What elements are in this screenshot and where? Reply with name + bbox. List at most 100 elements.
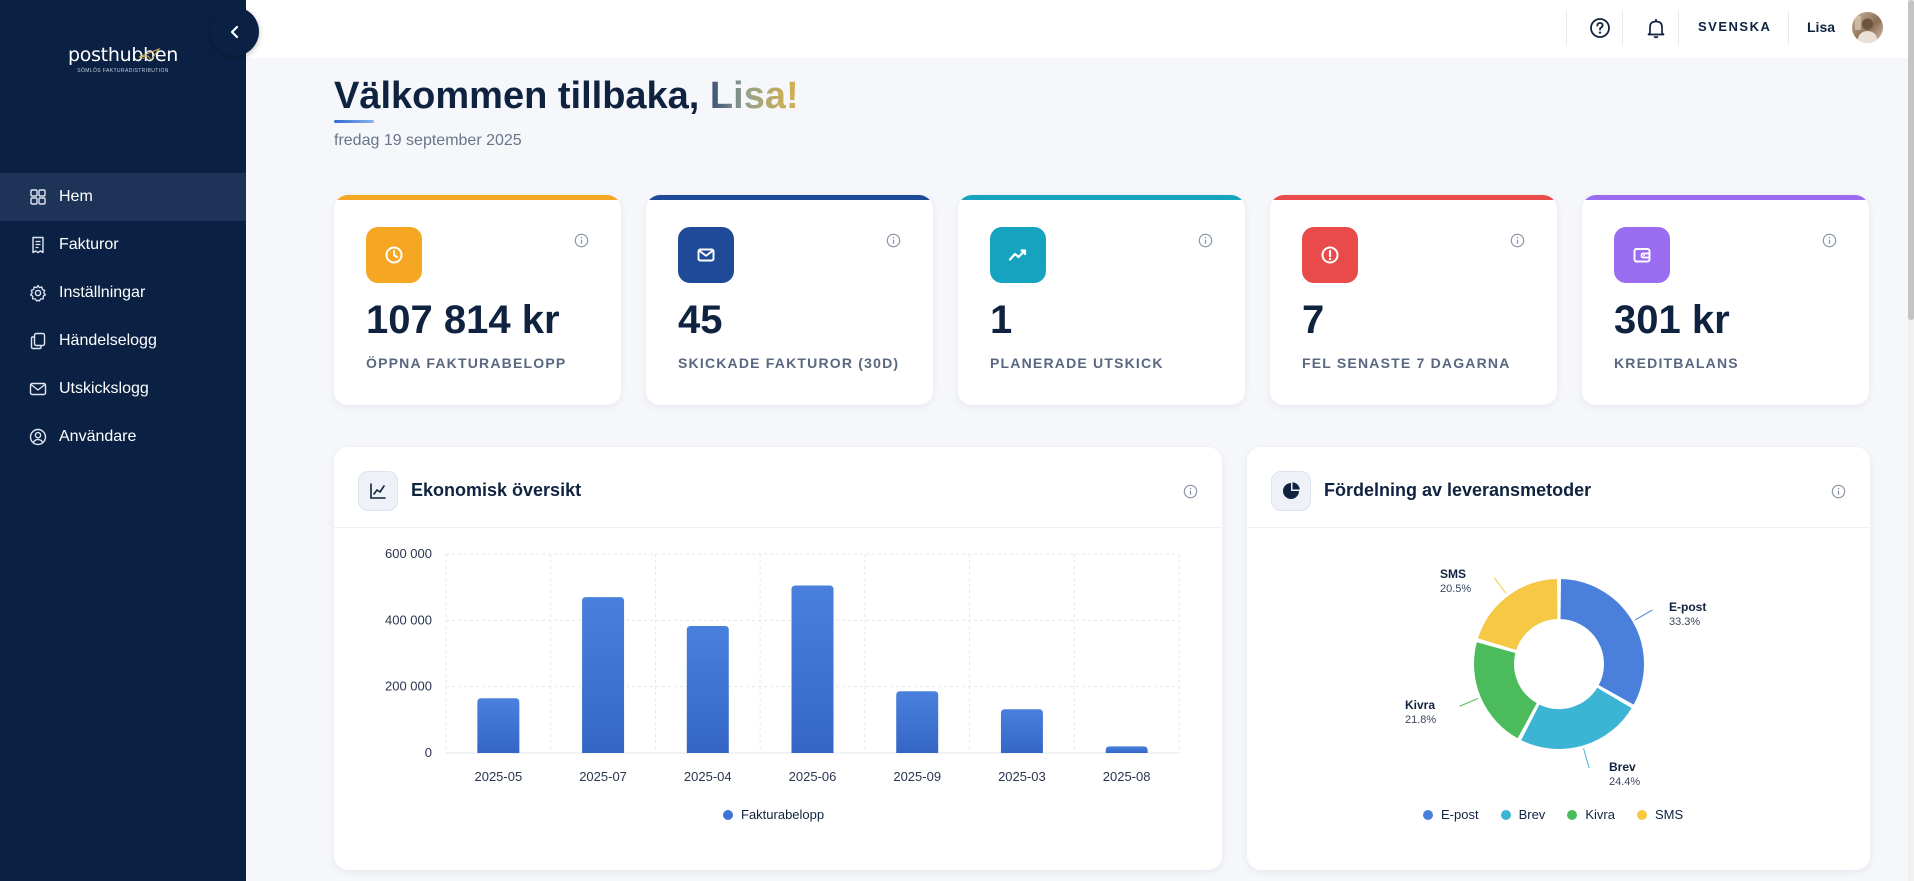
stat-card-open-invoices[interactable]: 107 814 kr ÖPPNA FAKTURABELOPP [334,195,621,405]
info-icon[interactable] [574,233,589,253]
sidebar-item-label: Utskickslogg [59,380,149,397]
slice-percent-label: 21.8% [1405,714,1436,726]
sidebar-item-hem[interactable]: Hem [0,173,246,221]
stat-value: 7 [1302,298,1325,342]
bar-chart-legend: Fakturabelopp [723,807,824,822]
avatar[interactable] [1852,12,1883,43]
user-icon [28,427,48,447]
legend-label: Brev [1518,807,1546,822]
sidebar-item-utskickslogg[interactable]: Utskickslogg [0,365,246,413]
slice-name-label: SMS [1440,567,1466,581]
info-icon[interactable] [1831,484,1846,504]
legend-label: E-post [1441,807,1479,822]
stat-value: 1 [990,298,1013,342]
legend-item-sms[interactable]: SMS [1636,807,1684,822]
donut-chart-legend: E-post Brev Kivra SMS [1423,807,1683,822]
legend-label: Kivra [1585,807,1615,822]
info-icon[interactable] [1198,233,1213,253]
slice-name-label: Kivra [1405,698,1435,712]
stat-value: 107 814 kr [366,298,560,342]
sidebar-item-fakturor[interactable]: Fakturor [0,221,246,269]
alert-icon [1302,227,1358,283]
legend-label: Fakturabelopp [741,807,825,822]
slice-name-label: Brev [1609,760,1636,774]
posthubben-logo[interactable]: posthubben SÖMLÖS FAKTURADISTRIBUTION [0,44,246,74]
copy-icon [28,331,48,351]
clock-icon [366,227,422,283]
bar-2025-04 [686,625,729,753]
y-tick-label: 0 [425,745,432,760]
info-icon[interactable] [1510,233,1525,253]
mail-icon [28,379,48,399]
envelope-icon [678,227,734,283]
help-button[interactable] [1587,15,1613,41]
grid-icon [28,187,48,207]
page-scrollbar[interactable] [1908,0,1914,881]
topbar-divider [1788,10,1789,46]
legend-dot [1567,809,1578,820]
x-tick-label: 2025-09 [893,769,941,784]
user-name[interactable]: Lisa [1807,19,1836,35]
stat-label: SKICKADE FAKTUROR (30D) [678,355,900,371]
delivery-panel-header: Fördelning av leveransmetoder [1247,447,1870,528]
language-switch[interactable]: SVENSKA [1698,19,1772,34]
card-accent-bar [334,195,621,200]
stat-card-errors-7-days[interactable]: 7 FEL SENASTE 7 DAGARNA [1270,195,1557,405]
slice-e-post [1558,576,1646,708]
legend-label: SMS [1654,807,1684,822]
stat-label: FEL SENASTE 7 DAGARNA [1302,355,1511,371]
slice-name-label: E-post [1669,600,1706,614]
x-tick-label: 2025-06 [789,769,837,784]
sidebar-item-anvandare[interactable]: Användare [0,413,246,461]
greeting-text: Välkommen tillbaka, [334,75,710,117]
current-date: fredag 19 september 2025 [334,132,522,149]
x-tick-label: 2025-08 [1103,769,1151,784]
gear-icon [28,283,48,303]
y-tick-label: 600 000 [385,546,432,561]
legend-dot [723,809,733,820]
card-accent-bar [958,195,1245,200]
y-tick-label: 200 000 [385,679,432,694]
wallet-icon [1614,227,1670,283]
info-icon[interactable] [886,233,901,253]
info-icon[interactable] [1822,233,1837,253]
chevron-left-icon [230,25,238,38]
economy-panel: Ekonomisk översikt 600 000 400 000 200 000… [334,447,1222,870]
topbar-divider [1678,10,1679,46]
line-chart-icon [358,471,398,511]
legend-item-kivra[interactable]: Kivra [1567,807,1615,822]
delivery-panel-title: Fördelning av leveransmetoder [1324,480,1592,500]
avatar-photo [1855,16,1878,43]
leader-line [1459,697,1479,707]
legend-dot [1636,809,1647,820]
legend-item-e-post[interactable]: E-post [1423,807,1479,822]
slice-kivra [1472,639,1540,741]
legend-item-brev[interactable]: Brev [1500,807,1546,822]
sidebar-item-handelselogg[interactable]: Händelselogg [0,317,246,365]
x-tick-label: 2025-04 [684,769,732,784]
stat-card-sent-invoices[interactable]: 45 SKICKADE FAKTUROR (30D) [646,195,933,405]
invoice-icon [28,235,48,255]
legend-dot [1423,809,1433,820]
bar-2025-06 [791,585,834,753]
paper-plane-icon [137,48,161,61]
collapse-sidebar-button[interactable] [210,7,259,56]
bar-2025-03 [1000,709,1043,753]
stat-card-planned-sends[interactable]: 1 PLANERADE UTSKICK [958,195,1245,405]
bar-2025-08 [1105,746,1148,753]
scrollbar-thumb[interactable] [1908,0,1914,320]
sidebar-item-installningar[interactable]: Inställningar [0,269,246,317]
pie-chart-icon [1271,471,1311,511]
sidebar-item-label: Fakturor [59,236,119,253]
bar-2025-05 [477,698,520,753]
stat-card-credit-balance[interactable]: 301 kr KREDITBALANS [1582,195,1869,405]
legend-item-fakturabelopp[interactable]: Fakturabelopp [723,807,824,822]
trend-icon [990,227,1046,283]
bar-2025-09 [896,691,939,753]
notifications-button[interactable] [1643,15,1669,41]
bar-chart: 600 000 400 000 200 000 0 2025-05 2025-07 2025… [385,546,1180,784]
logo-tagline: SÖMLÖS FAKTURADISTRIBUTION [77,68,169,74]
economy-panel-header: Ekonomisk översikt [334,447,1222,528]
info-icon[interactable] [1183,484,1198,504]
x-tick-label: 2025-05 [474,769,522,784]
